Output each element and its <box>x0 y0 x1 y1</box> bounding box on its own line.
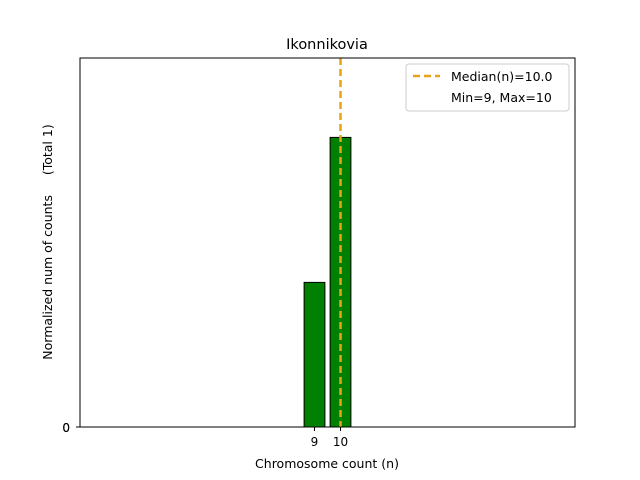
x-tick-label: 9 <box>311 435 319 449</box>
legend-frame <box>405 63 570 112</box>
x-axis-label: Chromosome count (n) <box>255 456 399 471</box>
legend-range-label: Min=9, Max=10 <box>451 90 552 105</box>
x-tick-label: 10 <box>333 435 348 449</box>
bar-9 <box>303 281 326 428</box>
y-tick-label: 0 <box>62 421 70 435</box>
plot-area-frame <box>79 57 576 428</box>
legend: Median(n)=10.0 Min=9, Max=10 <box>405 63 570 112</box>
legend-median-label: Median(n)=10.0 <box>451 69 552 84</box>
y-axis-label: Normalized num of counts (Total 1) <box>40 124 55 359</box>
y-tick-label: 0 <box>62 421 70 435</box>
chart-title: Ikonnikovia <box>286 37 368 53</box>
